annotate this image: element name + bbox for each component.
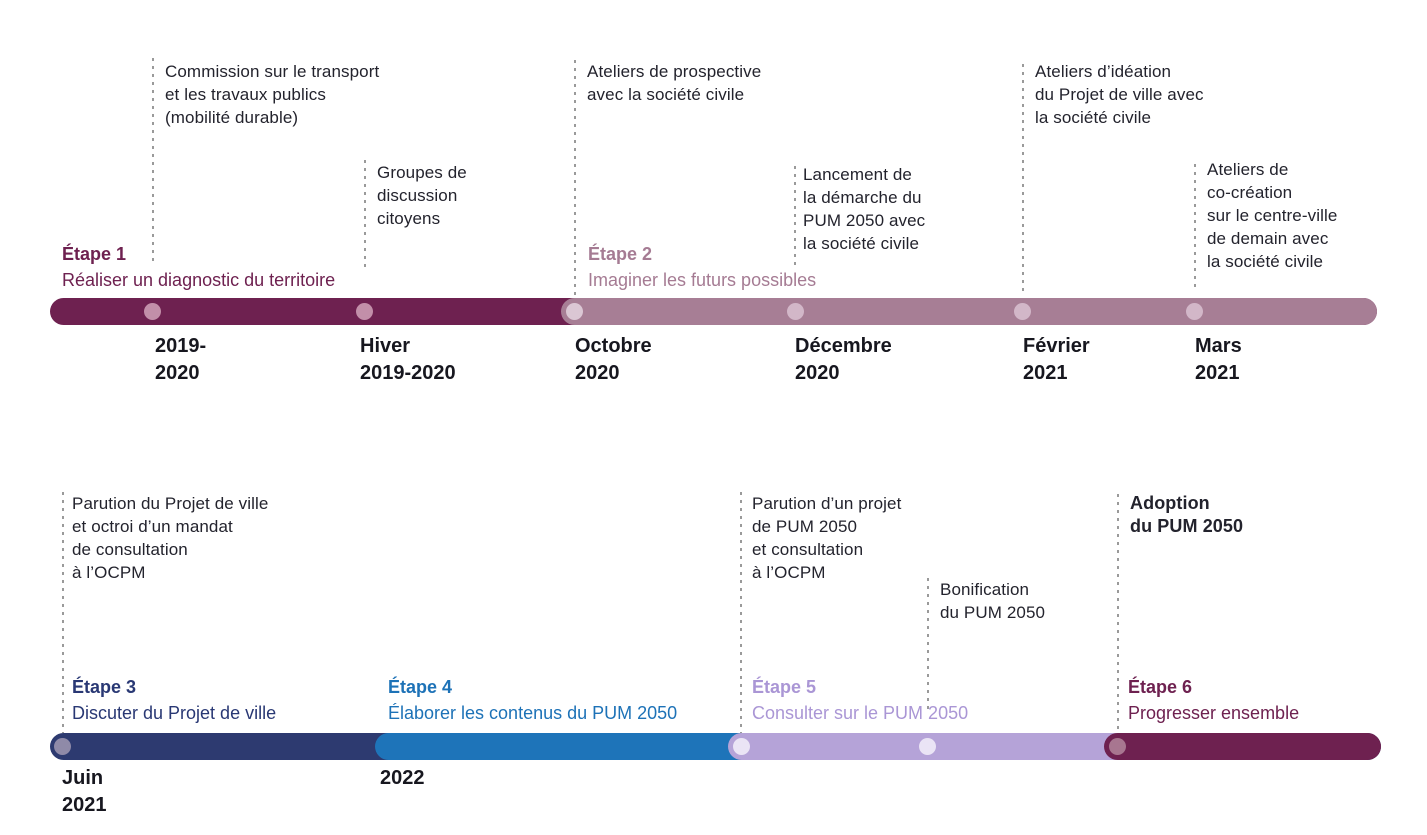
milestone-dot-mars-2021: [1186, 303, 1203, 320]
etape-6-segment: [1104, 733, 1381, 760]
stage-title: Étape 1: [62, 244, 127, 264]
date-label-decembre-2020: Décembre 2020: [795, 335, 892, 384]
annotation-ideation: Ateliers d’idéation du Projet de ville a…: [1035, 62, 1204, 127]
annotation-groupes: Groupes de discussion citoyens: [377, 163, 467, 228]
milestone-dot-adoption: [1109, 738, 1126, 755]
timeline-bar-top: [50, 298, 1377, 325]
annotation-bonification: Bonification du PUM 2050: [940, 580, 1046, 622]
annotation-adoption: Adoption du PUM 2050: [1130, 493, 1244, 536]
stage-title: Étape 5: [752, 677, 817, 697]
stage-label-etape-4: Étape 4 Élaborer les contenus du PUM 205…: [388, 674, 677, 726]
milestone-dot-hiver-2019-2020: [356, 303, 373, 320]
milestone-dot-fevrier-2021: [1014, 303, 1031, 320]
stage-title: Étape 2: [588, 244, 653, 264]
stage-label-etape-3: Étape 3 Discuter du Projet de ville: [72, 674, 276, 726]
annotation-parution-pum: Parution d’un projet de PUM 2050 et cons…: [752, 494, 902, 582]
date-label-2019-2020: 2019- 2020: [155, 335, 207, 384]
stage-label-etape-5: Étape 5 Consulter sur le PUM 2050: [752, 674, 968, 726]
date-label-juin-2021: Juin 2021: [62, 767, 107, 816]
stage-description: Consulter sur le PUM 2050: [752, 703, 969, 723]
stage-label-etape-2: Étape 2 Imaginer les futurs possibles: [588, 241, 816, 293]
annotation-lancement: Lancement de la démarche du PUM 2050 ave…: [803, 165, 926, 253]
stage-description: Progresser ensemble: [1128, 703, 1300, 723]
milestone-dot-octobre-2020: [566, 303, 583, 320]
annotation-cocreation: Ateliers de co-création sur le centre-vi…: [1207, 160, 1338, 271]
leader-line-commission: [152, 58, 154, 265]
leader-line-bonification: [927, 578, 929, 712]
leader-line-cocreation: [1194, 164, 1196, 292]
date-label-2022: 2022: [380, 767, 425, 789]
annotation-commission: Commission sur le transport et les trava…: [165, 62, 380, 127]
stage-description: Discuter du Projet de ville: [72, 703, 277, 723]
milestone-dot-bonification: [919, 738, 936, 755]
stage-description: Élaborer les contenus du PUM 2050: [388, 703, 678, 723]
milestone-dot-2019-2020: [144, 303, 161, 320]
leader-line-prospective: [574, 60, 576, 296]
stage-description: Réaliser un diagnostic du territoire: [62, 270, 336, 290]
milestone-dot-parution-pum: [733, 738, 750, 755]
stage-title: Étape 4: [388, 677, 453, 697]
stage-title: Étape 3: [72, 677, 137, 697]
timeline-bar-bottom: [50, 733, 1381, 760]
annotation-parution-ville: Parution du Projet de ville et octroi d’…: [72, 494, 269, 582]
date-label-octobre-2020: Octobre 2020: [575, 335, 652, 384]
etape-2-segment: [561, 298, 1377, 325]
stage-label-etape-6: Étape 6 Progresser ensemble: [1128, 674, 1299, 726]
stage-description: Imaginer les futurs possibles: [588, 270, 817, 290]
leader-line-parution-pum: [740, 492, 742, 733]
leader-line-parution-ville: [62, 492, 64, 733]
leader-line-adoption: [1117, 494, 1119, 733]
annotation-prospective: Ateliers de prospective avec la société …: [587, 62, 762, 104]
stage-label-etape-1: Étape 1 Réaliser un diagnostic du territ…: [62, 241, 335, 293]
stage-title: Étape 6: [1128, 677, 1193, 697]
milestone-dot-juin-2021: [54, 738, 71, 755]
leader-line-lancement: [794, 166, 796, 270]
milestone-dot-decembre-2020: [787, 303, 804, 320]
date-label-fevrier-2021: Février 2021: [1023, 335, 1090, 384]
date-label-mars-2021: Mars 2021: [1195, 335, 1242, 384]
date-label-hiver-2019-2020: Hiver 2019-2020: [360, 335, 456, 384]
leader-line-groupes: [364, 160, 366, 268]
leader-line-ideation: [1022, 64, 1024, 292]
